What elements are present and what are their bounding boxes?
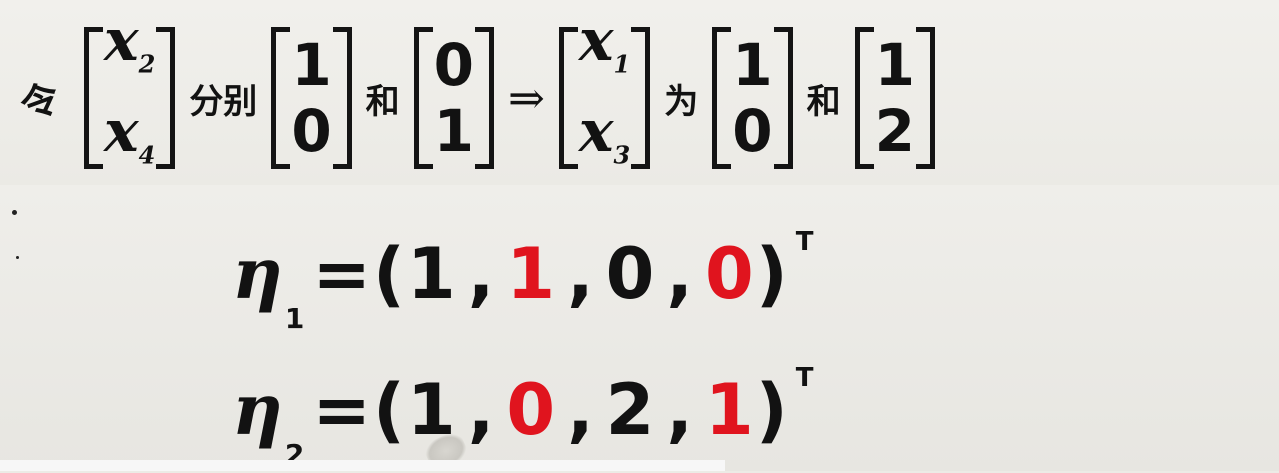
eta2-transpose: T xyxy=(795,363,816,393)
vec-y-top-var: x xyxy=(578,6,614,75)
eta1-value-2: 1 xyxy=(506,233,558,315)
vec-e1-bottom: 0 xyxy=(291,97,332,165)
eta2-open-paren: ( xyxy=(373,369,408,451)
eta2-symbol: η xyxy=(232,368,285,451)
vec-y-bottom-sub: 3 xyxy=(613,140,631,170)
vec-r1-bottom: 0 xyxy=(732,97,773,165)
top-equation-line: 令 x2 x4 分别 1 0 和 0 1 ⇒ x1 x3 为 1 0 和 1 2 xyxy=(14,7,936,182)
eta1-transpose: T xyxy=(795,227,816,257)
vec-y-top-sub: 1 xyxy=(613,50,631,79)
eta2-comma: , xyxy=(567,369,596,451)
vector-r2: 1 2 xyxy=(854,23,936,173)
eta1-symbol: η xyxy=(232,232,285,315)
eta2-comma: , xyxy=(666,369,695,451)
vec-x-bottom-var: x xyxy=(104,97,139,165)
board-lower-region xyxy=(0,185,1279,471)
vector-x2-x4: x2 x4 xyxy=(84,7,176,173)
eta2-equation: η 2 = ( 1 , 0 , 2 , 1 ) T xyxy=(232,363,815,471)
vec-x-top-sub: 2 xyxy=(138,50,156,79)
eta1-value-3: 0 xyxy=(605,233,657,315)
eta2-close-paren: ) xyxy=(755,369,790,451)
vec-e1-top: 1 xyxy=(291,31,332,99)
eta1-subscript: 1 xyxy=(284,302,307,335)
eta2-equals: = xyxy=(312,369,374,451)
eta1-equation: η 1 = ( 1 , 1 , 0 , 0 ) T xyxy=(232,227,815,335)
marker-ling: 令 xyxy=(14,73,66,129)
chalk-dot xyxy=(16,256,19,259)
vec-r2-top: 1 xyxy=(874,31,915,99)
text-fenbie: 分别 xyxy=(189,81,258,122)
eta1-comma: , xyxy=(666,233,695,315)
text-he: 和 xyxy=(365,81,400,122)
eta2-value-3: 2 xyxy=(605,369,657,451)
vec-e2-bottom: 1 xyxy=(433,97,475,165)
vec-x-bottom-sub: 4 xyxy=(138,140,156,170)
vec-e2-top: 0 xyxy=(433,31,475,99)
eta1-equals: = xyxy=(312,233,374,315)
text-wei: 为 xyxy=(664,81,699,122)
implies-arrow: ⇒ xyxy=(508,72,545,124)
vec-x-top-var: x xyxy=(104,6,139,75)
eta1-open-paren: ( xyxy=(373,233,408,315)
eta2-comma: , xyxy=(467,369,497,451)
vector-e2: 0 1 xyxy=(413,23,495,173)
eta1-value-4: 0 xyxy=(704,233,756,315)
eta1-close-paren: ) xyxy=(755,233,790,315)
vec-r1-top: 1 xyxy=(732,31,773,99)
vector-r1: 1 0 xyxy=(712,23,793,173)
vec-y-bottom-var: x xyxy=(578,97,614,165)
eta1-value-1: 1 xyxy=(407,233,458,315)
vec-r2-bottom: 2 xyxy=(874,97,915,165)
eta1-comma: , xyxy=(467,233,497,315)
vector-x1-x3: x1 x3 xyxy=(558,7,651,173)
vector-e1: 1 0 xyxy=(271,23,353,173)
eta2-value-4: 1 xyxy=(704,369,756,451)
chalk-dot xyxy=(12,210,17,215)
eta1-comma: , xyxy=(567,233,596,315)
eta2-value-2: 0 xyxy=(506,369,558,451)
text-he-2: 和 xyxy=(806,81,841,122)
video-progress-bar[interactable] xyxy=(0,460,725,471)
